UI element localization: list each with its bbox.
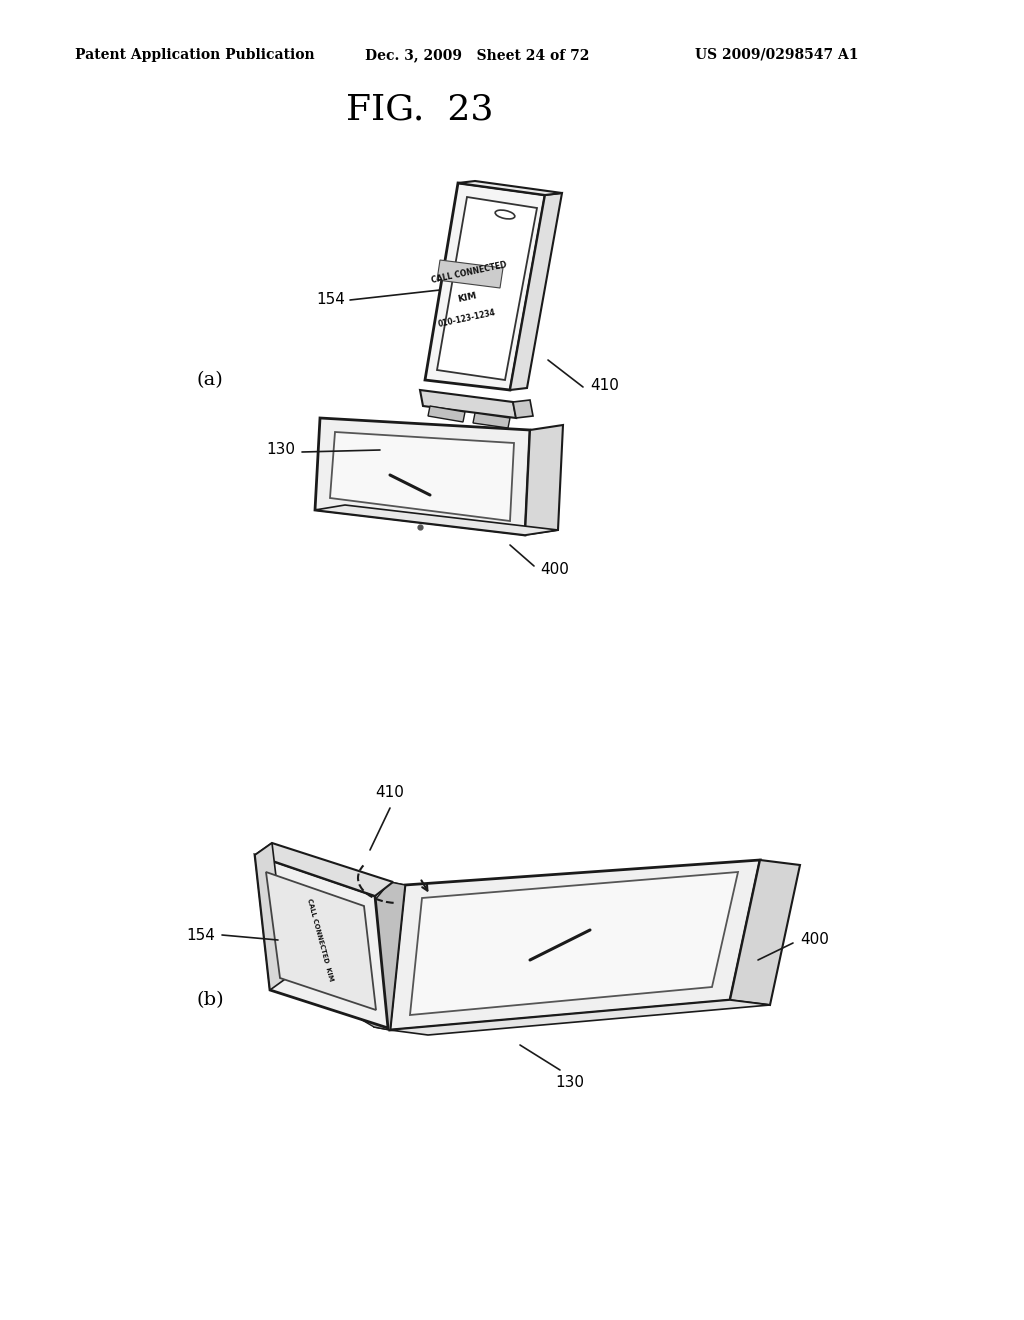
Text: 410: 410 (376, 785, 404, 800)
Polygon shape (255, 843, 288, 990)
Text: Patent Application Publication: Patent Application Publication (75, 48, 314, 62)
Text: FIG.  23: FIG. 23 (346, 92, 494, 127)
Polygon shape (730, 861, 800, 1005)
Polygon shape (330, 432, 514, 521)
Polygon shape (315, 418, 530, 535)
Polygon shape (266, 873, 376, 1010)
Text: CALL CONNECTED: CALL CONNECTED (430, 260, 508, 285)
Polygon shape (458, 181, 562, 195)
Polygon shape (390, 861, 760, 1030)
Polygon shape (255, 843, 393, 896)
Polygon shape (255, 855, 388, 1028)
Polygon shape (473, 413, 510, 428)
Polygon shape (374, 882, 406, 1030)
Text: 410: 410 (590, 378, 618, 392)
Text: (b): (b) (197, 991, 224, 1008)
Text: 010-123-1234: 010-123-1234 (437, 308, 497, 329)
Text: CALL CONNECTED  KIM: CALL CONNECTED KIM (306, 898, 334, 982)
Polygon shape (315, 506, 558, 535)
Polygon shape (513, 400, 534, 418)
Polygon shape (428, 407, 465, 422)
Text: 400: 400 (800, 932, 828, 948)
Text: 154: 154 (186, 928, 215, 942)
Text: 154: 154 (316, 293, 345, 308)
Text: 130: 130 (266, 442, 295, 458)
Polygon shape (437, 260, 503, 288)
Text: KIM: KIM (457, 292, 477, 305)
Text: (a): (a) (197, 371, 223, 389)
Polygon shape (425, 183, 545, 389)
Text: 130: 130 (555, 1074, 585, 1090)
Polygon shape (390, 1001, 770, 1035)
Polygon shape (510, 193, 562, 389)
Polygon shape (362, 882, 406, 1030)
Polygon shape (437, 197, 537, 380)
Polygon shape (410, 873, 738, 1015)
Polygon shape (525, 425, 563, 535)
Text: US 2009/0298547 A1: US 2009/0298547 A1 (695, 48, 858, 62)
Text: 400: 400 (540, 562, 569, 578)
Text: Dec. 3, 2009   Sheet 24 of 72: Dec. 3, 2009 Sheet 24 of 72 (365, 48, 590, 62)
Polygon shape (420, 389, 516, 418)
